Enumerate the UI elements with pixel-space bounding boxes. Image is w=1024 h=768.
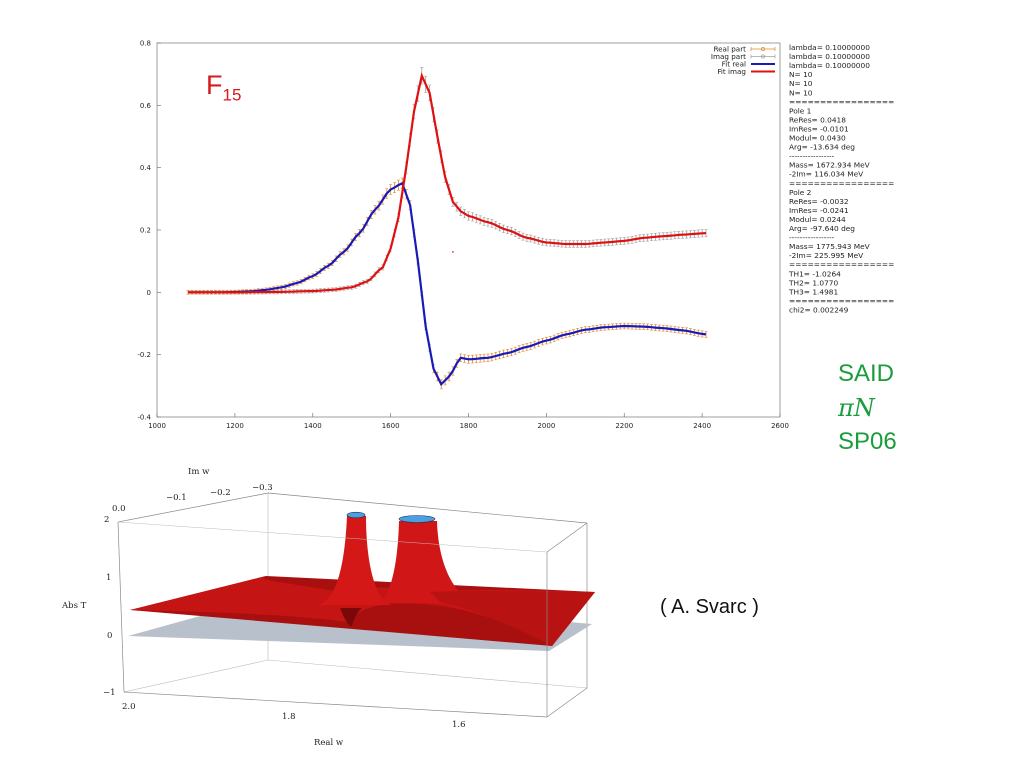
- fit-info-line: ReRes= -0.0032: [789, 197, 849, 206]
- pole-top-right: [398, 515, 436, 523]
- fit-info-line: lambda= 0.10000000: [789, 43, 870, 52]
- z-axis-label: Abs T: [61, 601, 87, 611]
- fit-info-line: N= 10: [789, 79, 813, 88]
- fit-info-line: Arg= -97.640 deg: [789, 224, 855, 233]
- stray-point: [452, 251, 454, 253]
- x-tick-label: 1000: [148, 422, 166, 430]
- legend-swatch-marker: [761, 47, 765, 51]
- fit-info-line: ReRes= 0.0418: [789, 115, 846, 124]
- fit-info-line: Arg= -13.634 deg: [789, 143, 855, 152]
- said-label: SAID: [838, 360, 895, 387]
- fit-info-line: Modul= 0.0430: [789, 134, 846, 143]
- x-tick-label: 1400: [304, 422, 322, 430]
- pole-top-left: [346, 511, 366, 519]
- fit-info-line: TH2= 1.0770: [788, 278, 838, 287]
- surface-dip: [340, 608, 362, 627]
- fit-info-line: =================: [789, 179, 894, 188]
- x-tick-label: 2000: [537, 422, 555, 430]
- im-tick-label: 0.0: [112, 504, 126, 514]
- pi-n-label: πN: [838, 394, 875, 422]
- fit-info-line: -2Im= 116.034 MeV: [789, 170, 863, 179]
- fit-info-line: lambda= 0.10000000: [789, 52, 870, 61]
- fit-info-line: -----------------: [789, 233, 835, 242]
- y-tick-label: 0.8: [140, 40, 151, 48]
- x-tick-label: 2200: [615, 422, 633, 430]
- fit-info-line: ImRes= -0.0241: [789, 206, 849, 215]
- im-tick-label: −0.1: [166, 493, 187, 503]
- fit-info-line: TH3= 1.4981: [788, 287, 838, 296]
- x-tick-label: 2600: [771, 422, 789, 430]
- partial-wave-letter: F: [206, 70, 223, 100]
- real-tick-label: 2.0: [122, 702, 136, 712]
- box-back-bottom: [123, 659, 588, 693]
- real-tick-label: 1.8: [282, 712, 296, 722]
- z-axis-ticks: 2 1 0 −1: [103, 515, 116, 698]
- im-tick-label: −0.3: [252, 483, 273, 493]
- fit-info-line: =================: [789, 296, 894, 305]
- fit-info-line: -2Im= 225.995 MeV: [789, 251, 863, 260]
- box-front-top-right: [546, 522, 588, 553]
- top-chart-lines: [188, 72, 707, 387]
- real-tick-label: 1.6: [452, 720, 466, 730]
- real-axis-label: Real w: [314, 738, 344, 748]
- fit-info-line: Mass= 1672.934 MeV: [789, 161, 870, 170]
- fit-info-line: Pole 2: [789, 188, 811, 197]
- fit-info-line: -----------------: [789, 152, 835, 161]
- fit-info-line: =================: [789, 260, 894, 269]
- x-tick-label: 1600: [382, 422, 400, 430]
- im-tick-label: −0.2: [210, 488, 231, 498]
- y-tick-label: 0: [147, 289, 151, 297]
- top-chart-ticks: 1000 1200 1400 1600 1800 2000 2200 2400 2600 0.8 0…: [137, 40, 789, 431]
- fit-real-line: [188, 181, 707, 387]
- im-axis-label: Im w: [188, 467, 210, 477]
- real-axis-ticks: 2.0 1.8 1.6: [122, 702, 466, 730]
- z-tick-label: 2: [104, 515, 109, 525]
- fit-info-line: Mass= 1775.943 MeV: [789, 242, 870, 251]
- fit-info-line: lambda= 0.10000000: [789, 61, 870, 70]
- y-tick-label: -0.4: [137, 414, 151, 422]
- y-tick-label: -0.2: [137, 351, 151, 359]
- box-front-top: [117, 521, 548, 553]
- surface-right-wave: [430, 591, 595, 646]
- legend-swatch-marker: [761, 54, 765, 59]
- y-tick-label: 0.6: [140, 102, 152, 110]
- im-axis-ticks: 0.0 −0.1 −0.2 −0.3: [112, 483, 273, 514]
- x-tick-label: 2400: [693, 422, 711, 430]
- legend-label: Fit real: [722, 60, 746, 69]
- fit-info-line: Pole 1: [789, 106, 812, 115]
- fit-info-line: =================: [789, 97, 894, 106]
- fit-info-line: TH1= -1.0264: [788, 269, 841, 278]
- legend-label: Real part: [713, 45, 746, 54]
- x-tick-label: 1800: [460, 422, 478, 430]
- legend-label: Imag part: [711, 52, 746, 61]
- fit-info-line: chi2= 0.002249: [789, 305, 849, 314]
- box-bottom-right: [546, 687, 588, 718]
- z-tick-label: 1: [106, 573, 111, 583]
- z-tick-label: −1: [103, 688, 116, 698]
- fit-info-line: N= 10: [789, 88, 813, 97]
- fit-info-line: N= 10: [789, 70, 813, 79]
- credit-label: ( A. Svarc ): [660, 596, 759, 618]
- fit-info-line: Modul= 0.0244: [789, 215, 846, 224]
- sp06-label: SP06: [838, 428, 897, 455]
- fit-info-line: ImRes= -0.0101: [789, 124, 849, 133]
- y-tick-label: 0.4: [140, 164, 152, 172]
- partial-wave-index: 15: [222, 85, 242, 105]
- box-front-bottom: [123, 691, 548, 718]
- surface-plot: 2 1 0 −1 Abs T 0.0 −0.1 −0.2 −0.3 Im w 2…: [61, 467, 595, 748]
- x-tick-label: 1200: [226, 422, 244, 430]
- y-tick-label: 0.2: [140, 227, 151, 235]
- z-tick-label: 0: [107, 631, 112, 641]
- legend-label: Fit imag: [717, 67, 746, 76]
- pole-spike-left: [318, 516, 392, 605]
- fit-imag-line: [188, 72, 707, 294]
- top-chart-error-bars: [186, 67, 708, 390]
- box-front-left-vertical: [117, 521, 125, 693]
- partial-wave-label: F15: [206, 70, 241, 105]
